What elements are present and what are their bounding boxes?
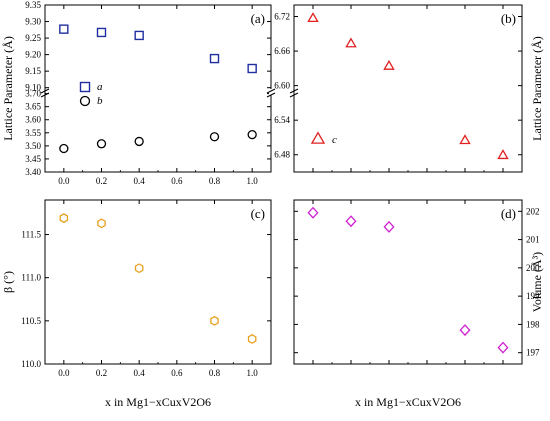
x-tick-label-a: 0.2 xyxy=(96,176,107,186)
x-tick-label-c: 0.2 xyxy=(96,368,107,378)
y-tick-label-d: 200 xyxy=(526,263,540,273)
y-tick-label-d: 198 xyxy=(526,319,540,329)
y-tick-label-a-upper: 9.35 xyxy=(25,0,41,10)
data-point-a-b xyxy=(209,132,220,142)
x-axis-label-c: x in Mg1−xCuxV2O6 xyxy=(105,395,211,409)
y-tick-label-b: 6.54 xyxy=(274,115,290,125)
y-axis-label-d: Volume (Å³) xyxy=(530,252,544,312)
data-point-b-c xyxy=(345,37,357,48)
y-tick-label-c: 110.0 xyxy=(21,359,41,369)
legend-marker-a xyxy=(79,81,91,93)
y-tick-label-d: 202 xyxy=(526,206,540,216)
data-point-c xyxy=(59,213,69,224)
y-axis-label-b: Lattice Parameter (Å) xyxy=(530,36,544,141)
panel-label-d: (d) xyxy=(501,206,516,221)
y-tick-label-c: 111.0 xyxy=(21,273,41,283)
y-tick-label-d: 201 xyxy=(526,235,540,245)
data-point-d xyxy=(459,324,471,337)
y-tick-label-c: 110.5 xyxy=(21,316,41,326)
x-tick-label-a: 0.4 xyxy=(134,176,146,186)
y-tick-label-a-upper: 9.30 xyxy=(25,17,41,27)
data-point-d xyxy=(383,220,395,233)
data-point-a-b xyxy=(134,136,144,147)
y-tick-label-b: 6.66 xyxy=(274,46,290,56)
data-point-d xyxy=(345,215,357,228)
legend-marker-c xyxy=(310,131,326,144)
y-tick-label-a-upper: 9.25 xyxy=(25,33,41,43)
data-point-a-b xyxy=(96,139,107,149)
y-tick-label-b: 6.72 xyxy=(274,12,290,22)
axis-break-left xyxy=(40,88,50,98)
y-tick-label-a-lower: 3.55 xyxy=(25,128,41,138)
y-tick-label-b: 6.48 xyxy=(274,150,290,160)
x-tick-label-c: 0.4 xyxy=(134,368,146,378)
data-point-a-a xyxy=(247,63,257,74)
panel-a-frame xyxy=(44,4,272,173)
data-point-a-b xyxy=(59,143,69,154)
y-axis-label-a: Lattice Parameter (Å) xyxy=(1,36,15,141)
legend-label-b: b xyxy=(97,95,103,107)
y-tick-label-c: 111.5 xyxy=(21,230,41,240)
data-point-b-c xyxy=(459,134,471,145)
data-point-a-a xyxy=(96,27,107,38)
panel-d-frame xyxy=(293,199,523,365)
panel-label-a: (a) xyxy=(251,11,265,26)
data-point-c xyxy=(210,315,219,326)
x-tick-label-c: 0.8 xyxy=(209,368,221,378)
y-tick-label-d: 199 xyxy=(526,291,540,301)
y-tick-label-a-upper: 9.20 xyxy=(25,50,41,60)
y-tick-label-a-upper: 9.10 xyxy=(25,83,41,93)
x-tick-label-c: 0.0 xyxy=(58,368,70,378)
data-point-d xyxy=(307,206,319,219)
x-tick-label-c: 0.6 xyxy=(171,368,183,378)
x-tick-label-a: 1.0 xyxy=(247,176,259,186)
data-point-b-c xyxy=(307,12,319,23)
x-axis-label-d: x in Mg1−xCuxV2O6 xyxy=(355,395,461,409)
y-axis-label-c: β (°) xyxy=(1,271,15,293)
y-tick-label-a-lower: 3.45 xyxy=(25,154,41,164)
data-point-c xyxy=(134,263,144,274)
axis-break-b xyxy=(289,88,299,98)
y-tick-label-a-lower: 3.60 xyxy=(25,115,41,125)
x-tick-label-c: 1.0 xyxy=(247,368,259,378)
data-point-a-a xyxy=(59,24,69,34)
data-point-a-a xyxy=(134,30,144,41)
panel-label-b: (b) xyxy=(501,11,516,26)
panel-c-frame xyxy=(44,199,272,365)
y-tick-label-a-lower: 3.50 xyxy=(25,141,41,151)
data-point-a-a xyxy=(209,53,220,64)
y-tick-label-a-lower: 3.70 xyxy=(25,89,41,99)
axis-break-gap xyxy=(269,89,273,95)
x-tick-label-a: 0.6 xyxy=(171,176,183,186)
y-tick-label-a-lower: 3.40 xyxy=(25,167,41,177)
panel-label-c: (c) xyxy=(251,206,265,221)
legend-marker-b xyxy=(79,95,91,107)
x-tick-label-a: 0.8 xyxy=(209,176,221,186)
y-tick-label-a-upper: 9.15 xyxy=(25,66,41,76)
data-point-d xyxy=(497,341,509,354)
y-tick-label-a-lower: 3.65 xyxy=(25,102,41,112)
data-point-c xyxy=(247,334,257,344)
data-point-b-c xyxy=(497,149,509,160)
y-tick-label-d: 197 xyxy=(526,348,540,358)
data-point-b-c xyxy=(383,59,395,70)
axis-break-right xyxy=(266,88,276,98)
data-point-a-b xyxy=(247,129,257,140)
legend-label-a: a xyxy=(97,81,103,93)
x-tick-label-a: 0.0 xyxy=(58,176,70,186)
legend-label-c: c xyxy=(332,134,337,146)
y-tick-label-b: 6.60 xyxy=(274,81,290,91)
data-point-c xyxy=(97,218,106,229)
panel-b-frame xyxy=(293,4,523,173)
